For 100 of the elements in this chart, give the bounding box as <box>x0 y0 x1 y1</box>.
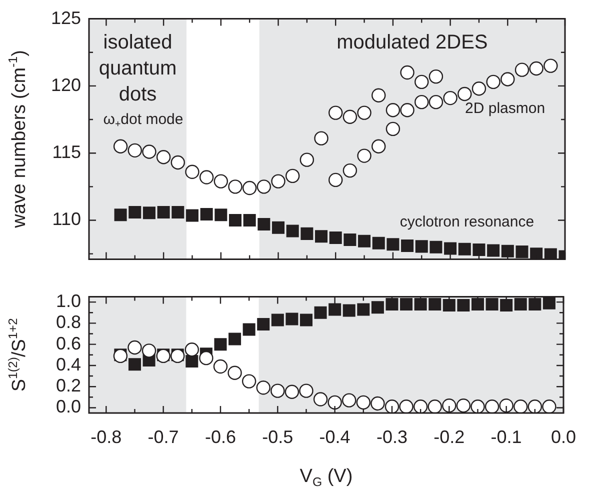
point <box>270 384 285 398</box>
point <box>315 230 328 243</box>
x-tick-label: -0.6 <box>204 426 236 447</box>
point <box>400 103 414 118</box>
point <box>256 380 270 395</box>
point <box>384 400 400 413</box>
y-axis-title: S1(2)/S1+2 <box>6 318 30 392</box>
point <box>399 400 414 413</box>
point <box>486 298 498 310</box>
point <box>372 88 386 102</box>
point <box>428 298 442 310</box>
annotation: ω+dot mode <box>103 110 184 130</box>
point <box>415 240 428 253</box>
point <box>414 94 429 110</box>
point <box>257 318 270 331</box>
point <box>357 106 372 120</box>
point <box>528 298 542 310</box>
point <box>356 395 371 410</box>
point <box>471 298 484 310</box>
point <box>328 303 342 316</box>
point <box>300 152 314 167</box>
point <box>199 350 214 366</box>
point <box>299 384 314 398</box>
point <box>271 174 286 188</box>
y-tick-label: 0.6 <box>56 333 81 354</box>
point <box>514 400 528 413</box>
x-tick-label: -0.8 <box>90 426 122 447</box>
point <box>400 298 413 310</box>
x-tick-label: -0.5 <box>262 426 294 447</box>
point <box>285 168 300 184</box>
point <box>358 234 371 248</box>
point <box>514 298 527 310</box>
point <box>286 312 298 326</box>
point <box>342 304 356 317</box>
point <box>372 236 385 250</box>
x-tick-label: -0.7 <box>148 426 179 447</box>
point <box>428 94 444 110</box>
point <box>258 218 270 231</box>
point <box>386 122 400 136</box>
point <box>458 242 471 256</box>
annotation: cyclotron resonance <box>400 214 534 231</box>
y-axis-title: wave numbers (cm-1) <box>6 50 30 229</box>
point <box>501 244 514 258</box>
point <box>528 400 542 413</box>
point <box>157 206 170 218</box>
point <box>128 358 141 371</box>
point <box>442 398 456 413</box>
point <box>487 244 500 257</box>
annotation: 2D plasmon <box>465 100 546 118</box>
point <box>443 90 458 106</box>
point <box>472 82 486 96</box>
point <box>456 398 471 413</box>
point <box>314 306 327 319</box>
band-label: isolated quantum dots <box>98 31 177 106</box>
point <box>142 144 156 159</box>
point <box>529 61 544 76</box>
point <box>342 110 358 124</box>
point <box>200 208 213 220</box>
point <box>386 298 398 310</box>
point <box>272 221 285 234</box>
point <box>271 314 284 326</box>
x-tick-label: -0.3 <box>376 426 408 447</box>
point <box>542 296 556 310</box>
y-tick-label: 120 <box>50 74 81 95</box>
point <box>214 208 228 222</box>
point <box>500 298 513 312</box>
point <box>472 244 486 256</box>
point <box>370 396 385 411</box>
point <box>413 400 428 413</box>
point <box>313 392 328 406</box>
point <box>428 400 442 413</box>
point <box>156 150 171 164</box>
point <box>372 139 386 154</box>
point <box>530 248 543 260</box>
point <box>228 214 242 227</box>
point <box>172 206 184 218</box>
y-tick-label: 0.8 <box>56 312 81 332</box>
point <box>414 74 429 90</box>
point <box>542 400 556 413</box>
point <box>484 400 500 413</box>
point <box>114 208 127 222</box>
y-tick-label: 125 <box>50 8 81 28</box>
point <box>371 301 384 314</box>
point <box>328 395 342 410</box>
point <box>300 227 314 240</box>
point <box>286 224 299 238</box>
x-tick-label: -0.2 <box>434 426 465 447</box>
point <box>357 148 372 163</box>
point <box>329 231 342 244</box>
y-tick-label: 1.0 <box>56 291 81 312</box>
y-tick-label: 0.0 <box>56 396 81 417</box>
point <box>314 131 328 146</box>
point <box>516 246 528 258</box>
point <box>499 398 514 413</box>
point <box>228 332 242 346</box>
y-tick-label: 0.4 <box>56 354 81 374</box>
point <box>142 206 156 220</box>
point <box>170 155 185 170</box>
point <box>328 172 343 188</box>
band-label: modulated 2DES <box>336 31 488 54</box>
